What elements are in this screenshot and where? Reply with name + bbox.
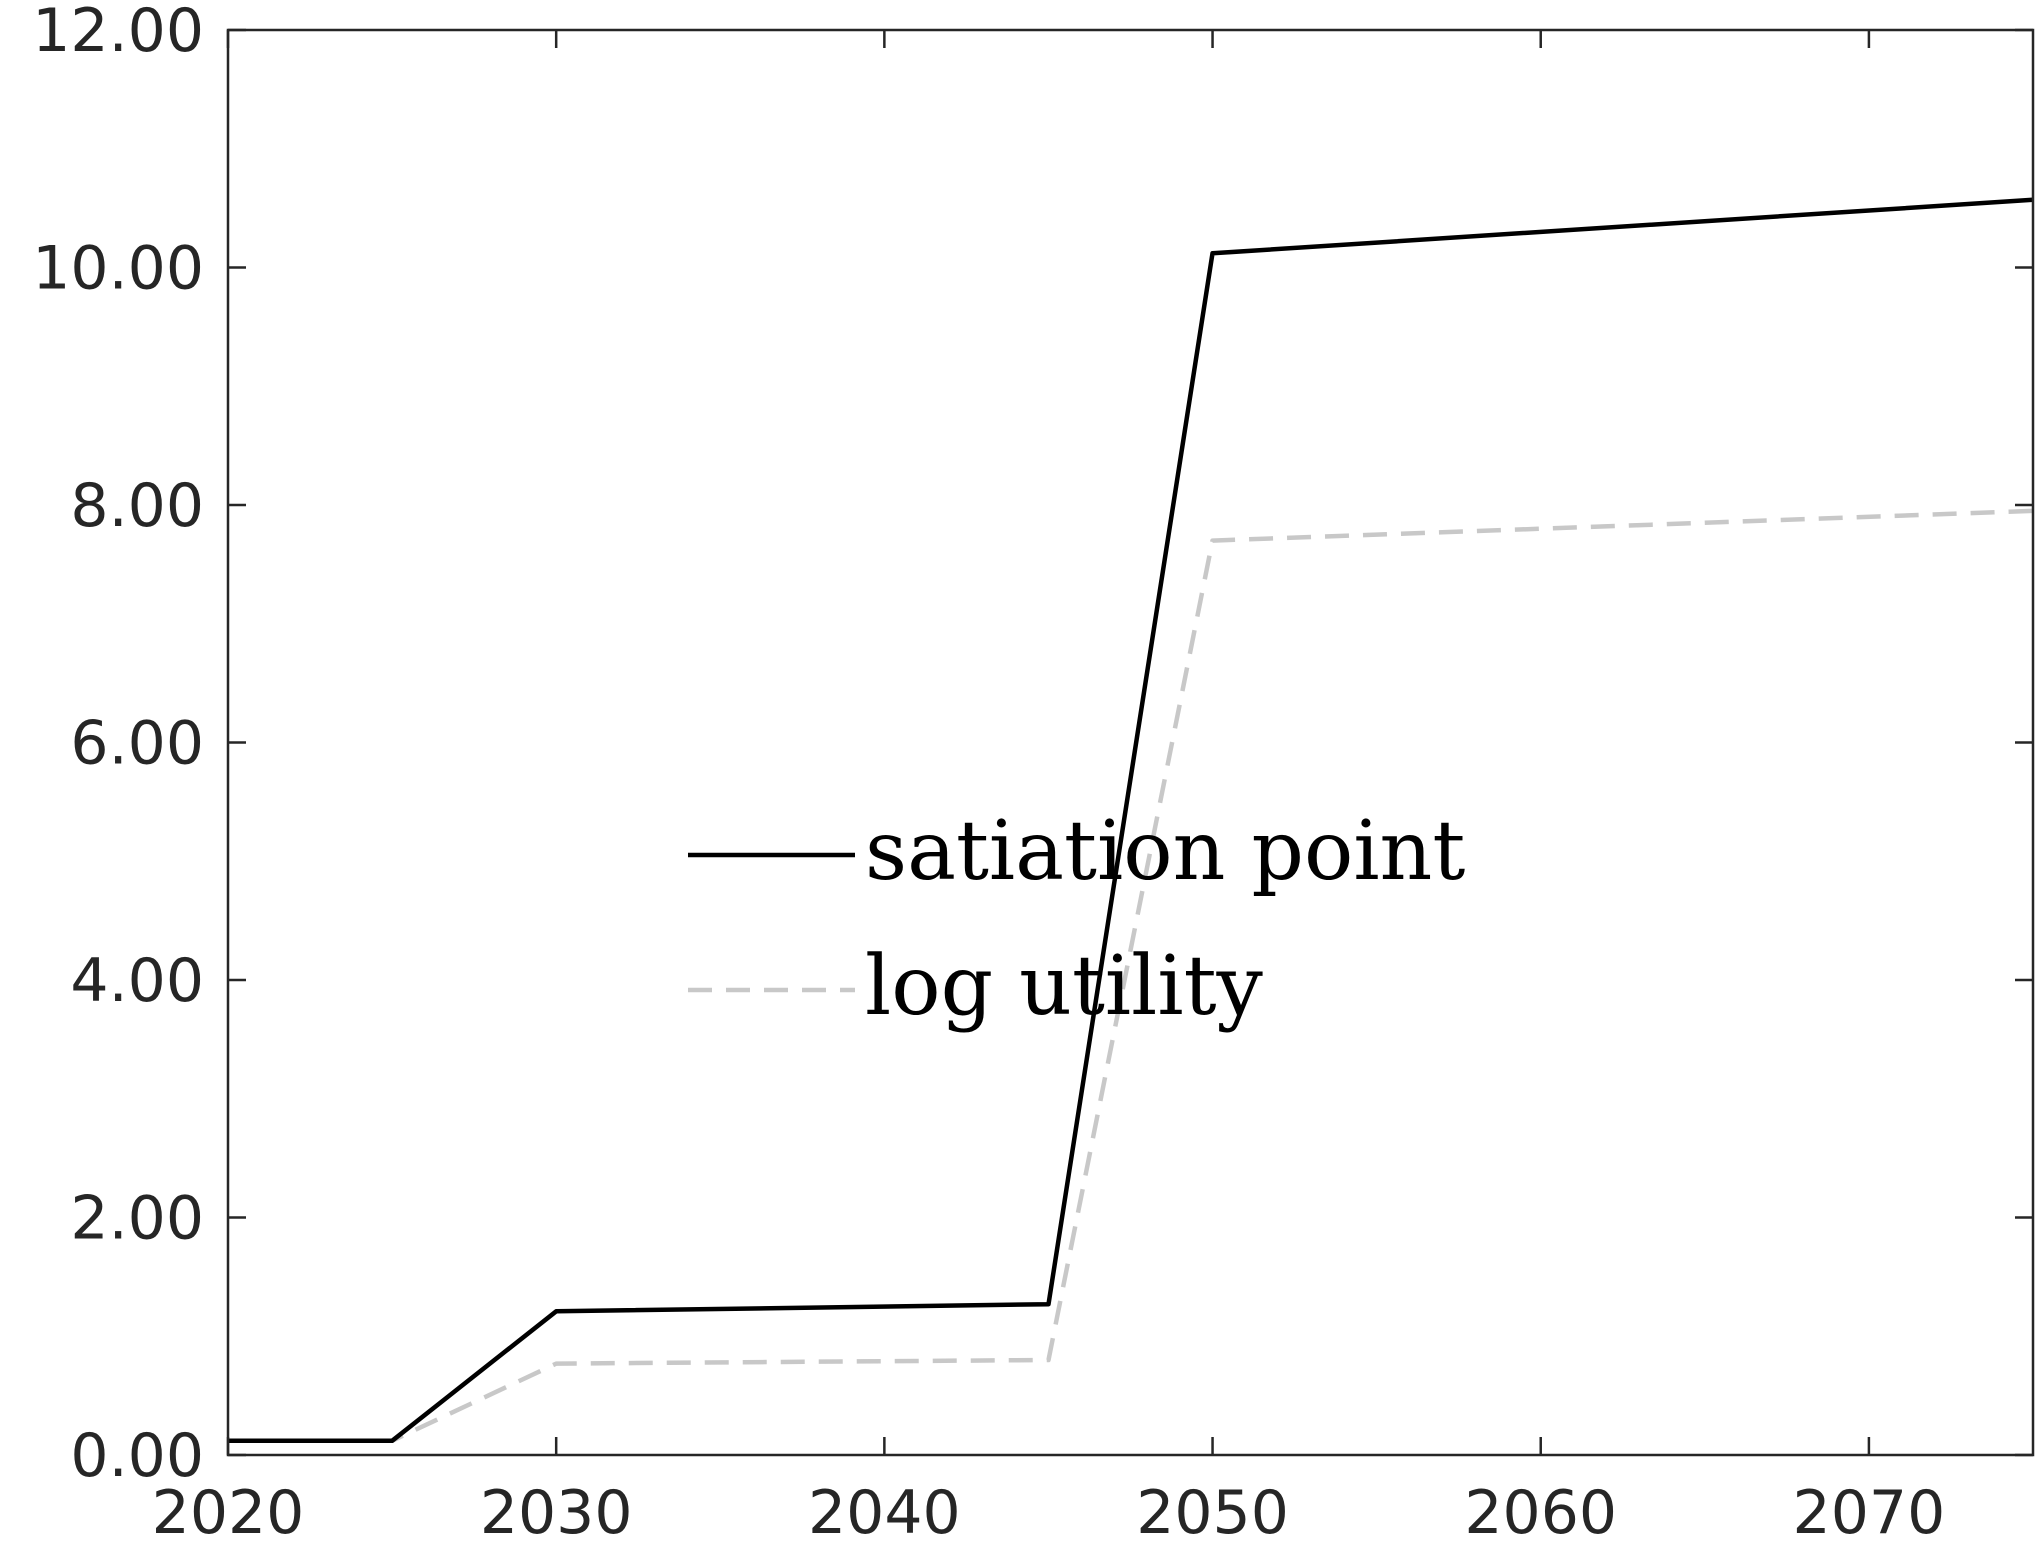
x-tick-label: 2060: [1464, 1478, 1617, 1548]
legend: satiation point log utility: [688, 804, 1465, 1034]
x-tick-label: 2040: [808, 1478, 961, 1548]
y-tick-label: 2.00: [70, 1184, 204, 1254]
legend-label-0: satiation point: [865, 804, 1465, 899]
x-tick-label: 2070: [1793, 1478, 1946, 1548]
y-tick-label: 12.00: [32, 0, 204, 66]
y-tick-label: 6.00: [70, 709, 204, 779]
series-layer: [228, 197, 2034, 1444]
y-tick-label: 10.00: [32, 234, 204, 304]
series-line-0: [228, 197, 2034, 1444]
y-tick-label: 8.00: [70, 471, 204, 541]
y-tick-label: 4.00: [70, 946, 204, 1016]
x-tick-label: 2020: [152, 1478, 305, 1548]
axes-layer: 2020 2030 2040 2050 2060 2070 0.00 2.00 4.00 6.00…: [32, 0, 2035, 1548]
x-tick-label: 2050: [1136, 1478, 1289, 1548]
y-tick-label: 0.00: [70, 1421, 204, 1491]
legend-label-1: log utility: [865, 939, 1264, 1034]
x-tick-label: 2030: [480, 1478, 633, 1548]
